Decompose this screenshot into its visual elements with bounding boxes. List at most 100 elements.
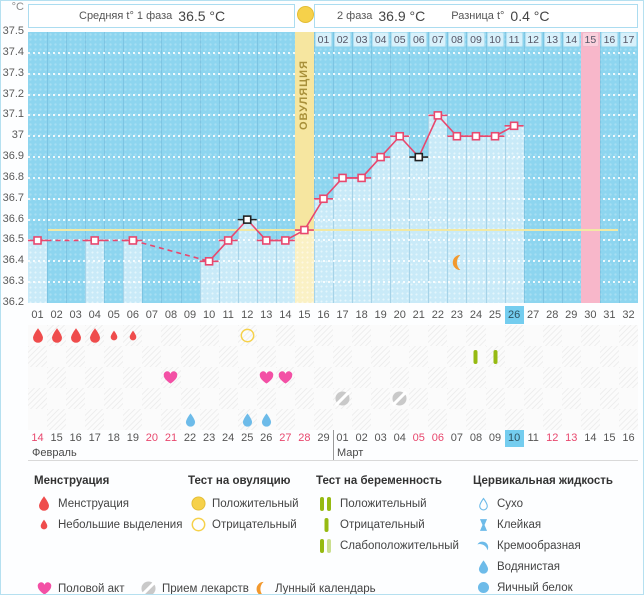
date-cell[interactable]: 28: [298, 432, 311, 444]
date-cell[interactable]: 21: [164, 432, 178, 444]
cycle-day-07[interactable]: 07: [145, 309, 159, 321]
temperature-point-day-16[interactable]: [319, 194, 328, 204]
cycle-day-06[interactable]: 06: [126, 309, 139, 321]
phase2-day-cell[interactable]: 10: [486, 32, 504, 47]
cycle-day-09[interactable]: 09: [183, 309, 197, 321]
temperature-point-day-26[interactable]: [509, 121, 519, 131]
cycle-day-08[interactable]: 08: [164, 309, 178, 321]
cycle-day-31[interactable]: 31: [603, 309, 616, 321]
phase2-day-cell[interactable]: 04: [372, 32, 390, 47]
cycle-day-30[interactable]: 30: [584, 309, 597, 321]
cycle-day-16[interactable]: 16: [317, 309, 330, 321]
date-cell[interactable]: 23: [202, 432, 216, 444]
date-cell[interactable]: 18: [107, 432, 120, 444]
cycle-day-27[interactable]: 27: [527, 309, 540, 321]
cycle-day-13[interactable]: 13: [260, 309, 273, 321]
date-cell[interactable]: 17: [88, 432, 101, 444]
temperature-point-day-20[interactable]: [395, 131, 405, 141]
date-cell[interactable]: 15: [603, 432, 616, 444]
date-cell[interactable]: 02: [355, 432, 368, 444]
temperature-point-day-6[interactable]: [128, 236, 138, 245]
date-cell[interactable]: 13: [565, 432, 578, 444]
date-cell[interactable]: 09: [488, 432, 502, 444]
cycle-day-05[interactable]: 05: [107, 309, 120, 321]
phase2-day-cell[interactable]: 11: [505, 32, 523, 47]
phase2-day-cell[interactable]: 01: [314, 32, 332, 47]
temperature-point-day-24[interactable]: [471, 131, 481, 141]
date-cell[interactable]: 11: [527, 432, 539, 444]
date-cell[interactable]: 16: [69, 432, 82, 444]
phase2-day-cell[interactable]: 13: [543, 32, 561, 47]
phase2-day-cell[interactable]: 09: [467, 32, 485, 47]
date-cell[interactable]: 25: [241, 432, 254, 444]
cycle-day-12[interactable]: 12: [241, 309, 254, 321]
temperature-point-day-25[interactable]: [490, 131, 500, 141]
temperature-point-day-10[interactable]: [204, 257, 214, 266]
phase2-day-cell[interactable]: 06: [410, 32, 428, 47]
date-cell[interactable]: 15: [50, 432, 63, 444]
date-cell[interactable]: 01: [336, 432, 349, 444]
cycle-day-11[interactable]: 11: [222, 309, 234, 321]
temperature-point-day-11[interactable]: [223, 236, 233, 245]
temperature-point-day-17[interactable]: [338, 173, 347, 183]
temperature-point-day-4[interactable]: [90, 236, 100, 245]
phase2-day-cell[interactable]: 02: [334, 32, 352, 47]
temperature-point-day-14[interactable]: [281, 236, 290, 245]
cycle-day-22[interactable]: 22: [431, 309, 444, 321]
date-cell[interactable]: 07: [450, 432, 464, 444]
date-cell[interactable]: 14: [31, 432, 44, 444]
phase2-day-cell[interactable]: 07: [429, 32, 447, 47]
date-cell[interactable]: 22: [183, 432, 197, 444]
cycle-day-02[interactable]: 02: [50, 309, 63, 321]
cycle-day-14[interactable]: 14: [279, 309, 292, 321]
temperature-point-day-12[interactable]: [242, 215, 252, 224]
phase2-day-cell[interactable]: 12: [524, 32, 542, 47]
temperature-chart-plot[interactable]: 01 02 03 04 05 06 07 08 09 10 11 12 13 14 15 16 17 ОВУЛЯЦ…: [28, 32, 638, 303]
cycle-day-26[interactable]: 26: [504, 306, 524, 324]
cycle-day-03[interactable]: 03: [69, 309, 82, 321]
temperature-point-day-21[interactable]: [414, 152, 424, 162]
date-cell[interactable]: 08: [469, 432, 483, 444]
date-cell[interactable]: 27: [279, 432, 292, 444]
date-cell[interactable]: 05: [412, 432, 425, 444]
phase2-day-cell[interactable]: 16: [600, 32, 618, 47]
temperature-point-day-18[interactable]: [357, 173, 366, 183]
date-cell[interactable]: 20: [145, 432, 159, 444]
cycle-day-10[interactable]: 10: [202, 309, 216, 321]
phase2-day-cell[interactable]: 03: [353, 32, 371, 47]
temperature-point-day-15[interactable]: [300, 225, 309, 235]
date-cell[interactable]: 24: [222, 432, 235, 444]
date-cell[interactable]: 12: [546, 432, 559, 444]
cycle-day-32[interactable]: 32: [622, 309, 635, 321]
date-cell[interactable]: 16: [622, 432, 635, 444]
cycle-day-04[interactable]: 04: [88, 309, 101, 321]
cycle-day-17[interactable]: 17: [336, 309, 349, 321]
date-cell[interactable]: 14: [584, 432, 597, 444]
date-cell[interactable]: 06: [431, 432, 444, 444]
date-cell[interactable]: 19: [126, 432, 139, 444]
date-cell[interactable]: 03: [374, 432, 387, 444]
phase2-day-cell[interactable]: 17: [619, 32, 637, 47]
cycle-day-21[interactable]: 21: [412, 309, 425, 321]
date-cell[interactable]: 04: [393, 432, 406, 444]
temperature-point-day-22[interactable]: [433, 111, 443, 120]
cycle-day-15[interactable]: 15: [298, 309, 311, 321]
cycle-day-25[interactable]: 25: [488, 309, 502, 321]
date-cell[interactable]: 26: [260, 432, 273, 444]
cycle-day-01[interactable]: 01: [31, 309, 44, 321]
cycle-day-29[interactable]: 29: [565, 309, 578, 321]
cycle-day-23[interactable]: 23: [450, 309, 464, 321]
phase2-day-cell[interactable]: 14: [562, 32, 580, 47]
temperature-point-day-13[interactable]: [261, 236, 271, 245]
cycle-day-20[interactable]: 20: [393, 309, 406, 321]
cycle-day-24[interactable]: 24: [469, 309, 483, 321]
phase2-day-cell[interactable]: 08: [448, 32, 466, 47]
phase2-day-cell[interactable]: 15: [581, 32, 599, 47]
phase2-day-cell[interactable]: 05: [391, 32, 409, 47]
date-cell[interactable]: 10: [504, 430, 524, 447]
temperature-point-day-19[interactable]: [376, 152, 385, 162]
cycle-day-19[interactable]: 19: [374, 309, 387, 321]
cycle-day-18[interactable]: 18: [355, 309, 368, 321]
cycle-day-28[interactable]: 28: [546, 309, 559, 321]
date-cell[interactable]: 29: [317, 432, 330, 444]
